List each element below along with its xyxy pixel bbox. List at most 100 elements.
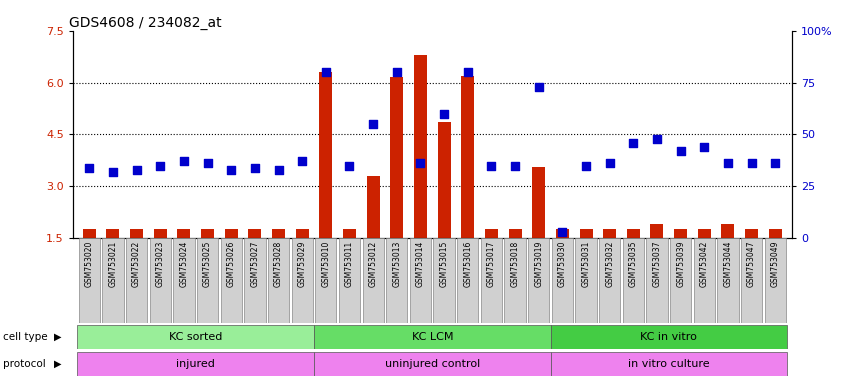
- Bar: [319, 72, 332, 238]
- Bar: [248, 230, 261, 238]
- Point: [603, 161, 616, 167]
- Text: GSM753018: GSM753018: [510, 241, 520, 287]
- Text: cell type: cell type: [3, 332, 47, 342]
- Text: GSM753026: GSM753026: [227, 241, 235, 287]
- Bar: [390, 78, 403, 238]
- Bar: [366, 176, 380, 238]
- FancyBboxPatch shape: [457, 238, 479, 323]
- Point: [556, 229, 569, 235]
- FancyBboxPatch shape: [622, 238, 644, 323]
- FancyBboxPatch shape: [717, 238, 739, 323]
- Bar: [83, 230, 96, 238]
- Text: GSM753032: GSM753032: [605, 241, 614, 287]
- Text: GSM753024: GSM753024: [180, 241, 188, 287]
- FancyBboxPatch shape: [197, 238, 218, 323]
- Text: GSM753015: GSM753015: [440, 241, 449, 287]
- FancyBboxPatch shape: [78, 352, 314, 376]
- Bar: [675, 230, 687, 238]
- FancyBboxPatch shape: [550, 352, 787, 376]
- Bar: [698, 230, 710, 238]
- Point: [342, 162, 356, 169]
- Bar: [225, 230, 238, 238]
- Text: GSM753019: GSM753019: [534, 241, 544, 287]
- Point: [106, 169, 120, 175]
- FancyBboxPatch shape: [315, 238, 336, 323]
- Text: GSM753028: GSM753028: [274, 241, 283, 287]
- Text: GSM753035: GSM753035: [629, 241, 638, 287]
- Text: GSM753022: GSM753022: [132, 241, 141, 287]
- Text: GSM753025: GSM753025: [203, 241, 212, 287]
- Text: GSM753029: GSM753029: [298, 241, 306, 287]
- Point: [177, 158, 191, 164]
- Text: GSM753012: GSM753012: [369, 241, 377, 287]
- Text: GDS4608 / 234082_at: GDS4608 / 234082_at: [69, 16, 222, 30]
- Point: [580, 162, 593, 169]
- Point: [153, 162, 167, 169]
- FancyBboxPatch shape: [764, 238, 786, 323]
- Point: [627, 140, 640, 146]
- FancyBboxPatch shape: [481, 238, 502, 323]
- FancyBboxPatch shape: [78, 325, 314, 349]
- Text: GSM753017: GSM753017: [487, 241, 496, 287]
- Text: GSM753039: GSM753039: [676, 241, 685, 287]
- Text: KC in vitro: KC in vitro: [640, 332, 698, 342]
- Point: [130, 167, 144, 173]
- Point: [200, 161, 214, 167]
- Point: [484, 162, 498, 169]
- Bar: [272, 230, 285, 238]
- Bar: [508, 230, 521, 238]
- FancyBboxPatch shape: [292, 238, 312, 323]
- Bar: [484, 230, 498, 238]
- Text: in vitro culture: in vitro culture: [628, 359, 710, 369]
- FancyBboxPatch shape: [221, 238, 242, 323]
- FancyBboxPatch shape: [103, 238, 123, 323]
- Text: GSM753011: GSM753011: [345, 241, 354, 287]
- Point: [248, 164, 262, 170]
- Bar: [177, 230, 190, 238]
- Text: ▶: ▶: [54, 332, 62, 342]
- Point: [508, 162, 522, 169]
- FancyBboxPatch shape: [173, 238, 194, 323]
- Bar: [651, 224, 663, 238]
- FancyBboxPatch shape: [528, 238, 550, 323]
- FancyBboxPatch shape: [126, 238, 147, 323]
- Text: GSM753023: GSM753023: [156, 241, 164, 287]
- Point: [461, 69, 474, 75]
- Point: [532, 84, 545, 90]
- Bar: [201, 230, 214, 238]
- FancyBboxPatch shape: [575, 238, 597, 323]
- FancyBboxPatch shape: [386, 238, 407, 323]
- Bar: [532, 167, 545, 238]
- Bar: [295, 230, 309, 238]
- Text: GSM753047: GSM753047: [747, 241, 756, 287]
- Text: GSM753044: GSM753044: [723, 241, 733, 287]
- Text: GSM753020: GSM753020: [85, 241, 94, 287]
- FancyBboxPatch shape: [314, 352, 550, 376]
- Text: GSM753037: GSM753037: [652, 241, 662, 287]
- Bar: [603, 230, 616, 238]
- Bar: [130, 230, 143, 238]
- FancyBboxPatch shape: [339, 238, 360, 323]
- Point: [413, 161, 427, 167]
- Bar: [556, 230, 569, 238]
- Bar: [154, 230, 167, 238]
- Point: [224, 167, 238, 173]
- Bar: [437, 122, 450, 238]
- Bar: [461, 76, 474, 238]
- FancyBboxPatch shape: [550, 325, 787, 349]
- Point: [651, 136, 664, 142]
- FancyBboxPatch shape: [646, 238, 668, 323]
- FancyBboxPatch shape: [268, 238, 289, 323]
- Bar: [769, 230, 782, 238]
- Point: [390, 69, 404, 75]
- FancyBboxPatch shape: [244, 238, 265, 323]
- Text: GSM753030: GSM753030: [558, 241, 567, 287]
- Text: KC sorted: KC sorted: [169, 332, 223, 342]
- FancyBboxPatch shape: [314, 325, 550, 349]
- Bar: [722, 224, 734, 238]
- Bar: [414, 55, 427, 238]
- FancyBboxPatch shape: [410, 238, 431, 323]
- Bar: [580, 230, 592, 238]
- Point: [769, 161, 782, 167]
- Text: GSM753013: GSM753013: [392, 241, 401, 287]
